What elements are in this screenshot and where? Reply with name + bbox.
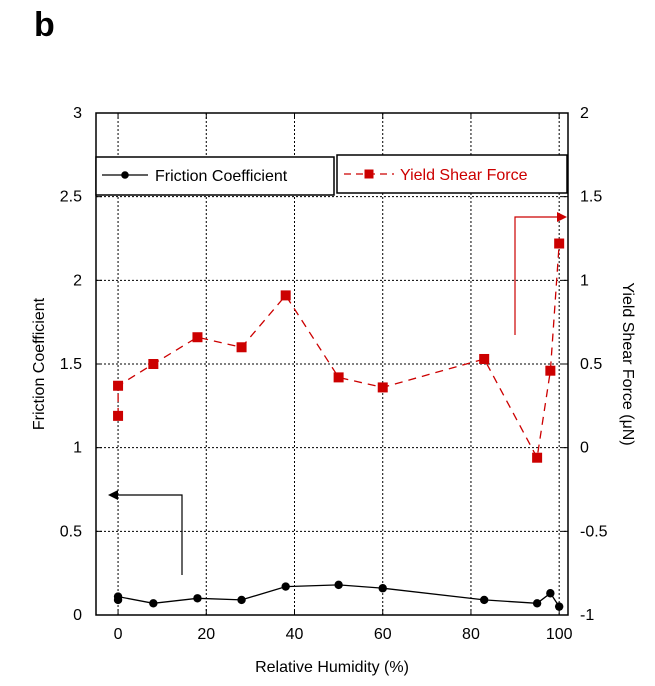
friction-point	[113, 592, 123, 601]
y-tick-label: 0	[73, 607, 82, 624]
yield-point	[192, 332, 203, 343]
friction-point	[237, 595, 246, 605]
yield-point	[113, 380, 124, 391]
yield-point	[532, 452, 543, 463]
friction-point	[378, 584, 387, 593]
right-axis-arrow	[514, 212, 567, 335]
panel-label: b	[34, 6, 55, 44]
x-tick-label: 100	[546, 626, 573, 643]
axis-ticks	[96, 112, 568, 616]
legend: Friction Coefficient Yield Shear Force	[95, 154, 568, 196]
y2-tick-label: 0	[580, 440, 589, 457]
series-layer	[113, 238, 565, 611]
yield-point	[554, 238, 565, 249]
legend-label-yield: Yield Shear Force	[400, 167, 528, 184]
yield-point	[377, 382, 388, 393]
friction-point	[281, 582, 290, 591]
legend-marker-friction	[121, 171, 129, 179]
x-tick-label: 20	[197, 626, 215, 643]
y-tick-label: 0.5	[60, 523, 82, 540]
y-tick-label: 2	[73, 272, 82, 289]
yield-point	[148, 359, 159, 369]
friction-point	[193, 594, 202, 603]
yield-point	[236, 342, 247, 353]
yield-series-line	[117, 243, 560, 460]
y-tick-labels: 0 0.5 1 1.5 2 2.5 3	[60, 105, 82, 624]
x-tick-label: 60	[374, 626, 392, 643]
legend-box-friction	[95, 156, 335, 196]
y2-tick-label: 1	[580, 272, 589, 289]
x-tick-label: 0	[114, 626, 123, 643]
y-tick-label: 1.5	[60, 356, 82, 373]
friction-point	[334, 580, 343, 590]
grid-lines	[96, 113, 568, 615]
left-axis-arrow	[108, 490, 183, 575]
y2-axis-label: Yield Shear Force (μN)	[619, 282, 636, 445]
y-axis-label: Friction Coefficient	[31, 297, 48, 430]
legend-label-friction: Friction Coefficient	[155, 168, 288, 185]
yield-point	[333, 372, 344, 383]
yield-point	[280, 290, 291, 301]
y-tick-label: 1	[73, 440, 82, 457]
friction-point	[479, 595, 489, 605]
y2-tick-label: -1	[580, 607, 594, 624]
friction-point	[546, 589, 555, 598]
legend-marker-yield	[364, 169, 374, 179]
y2-tick-label: 2	[580, 105, 589, 122]
yield-point	[479, 353, 490, 364]
y-tick-label: 3	[73, 105, 82, 122]
y2-tick-labels: -1 -0.5 0 0.5 1 1.5 2	[580, 105, 608, 624]
y2-tick-label: 1.5	[580, 189, 602, 206]
yield-point	[545, 365, 556, 376]
yield-point	[113, 410, 124, 421]
x-tick-labels: 0 20 40 60 80 100	[114, 626, 573, 643]
x-tick-label: 80	[462, 626, 480, 643]
y-tick-label: 2.5	[60, 189, 82, 206]
x-axis-label: Relative Humidity (%)	[255, 659, 409, 676]
friction-point	[532, 599, 542, 608]
friction-point	[554, 602, 564, 611]
y2-tick-label: 0.5	[580, 356, 602, 373]
friction-point	[149, 599, 158, 608]
y2-tick-label: -0.5	[580, 523, 608, 540]
legend-box-yield	[336, 154, 568, 194]
x-tick-label: 40	[286, 626, 304, 643]
